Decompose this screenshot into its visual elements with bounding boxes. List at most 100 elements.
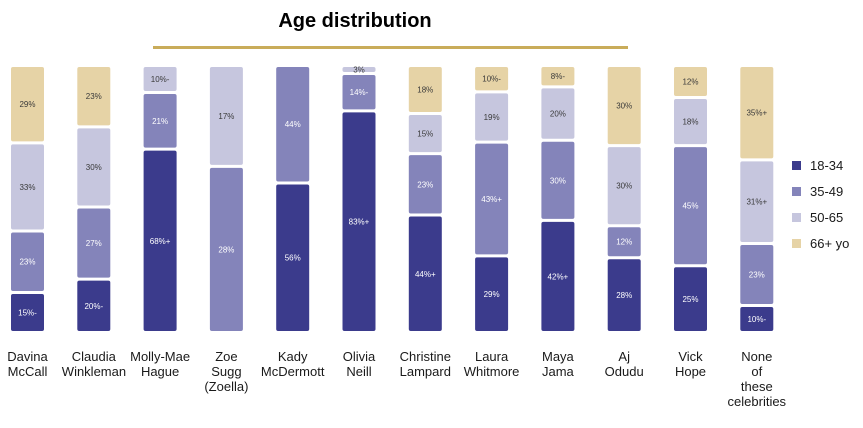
- category-label: Kady McDermott: [261, 349, 325, 379]
- category-label-line: McDermott: [260, 364, 325, 379]
- legend-item: 18-34: [792, 152, 849, 178]
- data-label: 35%+: [746, 109, 767, 118]
- data-label: 23%: [19, 258, 35, 267]
- data-label: 18%: [682, 118, 698, 127]
- bar-segment-35-49: [209, 167, 243, 331]
- category-label-line: celebrities: [727, 394, 787, 409]
- bar-segment-66-yo: [607, 67, 641, 145]
- legend-item: 50-65: [792, 204, 849, 230]
- bar-segment-66-yo: [740, 67, 774, 159]
- data-label: 23%: [749, 271, 765, 280]
- bar-segment-35-49: [77, 208, 111, 278]
- category-label-line: Vick: [678, 349, 703, 364]
- category-label-line: Neill: [346, 364, 372, 379]
- bar-segment-35-49: [475, 143, 509, 255]
- category-label-line: Lampard: [399, 364, 451, 379]
- data-label: 68%+: [150, 237, 171, 246]
- chart-legend: 18-34 35-49 50-65 66+ yo: [792, 152, 849, 256]
- bar-segment-50-65: [475, 93, 509, 141]
- bar-segment-50-65: [408, 115, 442, 153]
- bar-segment-35-49: [740, 245, 774, 305]
- data-label: 15%: [417, 130, 433, 139]
- data-label: 30%: [616, 182, 632, 191]
- data-label: 8%-: [551, 72, 566, 81]
- bar-segment-35-49: [11, 232, 44, 291]
- bar-segment-50-65: [77, 128, 111, 206]
- data-label: 19%: [484, 113, 500, 122]
- bar-segment-18-34: [475, 257, 509, 331]
- legend-swatch: [792, 160, 801, 170]
- bar-segment-35-49: [276, 67, 310, 182]
- data-label: 44%+: [415, 270, 436, 279]
- bar-segment-50-65: [541, 88, 575, 139]
- legend-label: 18-34: [810, 157, 844, 173]
- data-label: 45%: [682, 202, 698, 211]
- bar-segment-35-49: [607, 227, 641, 257]
- data-label: 23%: [417, 180, 433, 189]
- bar-segment-35-49: [342, 75, 376, 110]
- category-label: Claudia Winkleman: [62, 349, 126, 379]
- data-label: 43%+: [481, 195, 502, 204]
- bar-segment-35-49: [408, 155, 442, 214]
- category-label-line: Sugg: [211, 364, 242, 379]
- category-label-line: Hope: [674, 364, 707, 379]
- legend-swatch: [792, 186, 801, 196]
- data-label: 18%: [417, 86, 433, 95]
- category-label-line: Winkleman: [61, 364, 127, 379]
- category-label-line: Aj: [618, 349, 630, 364]
- bar-segment-50-65: [143, 67, 177, 91]
- bar-segment-18-34: [541, 221, 575, 331]
- legend-swatch: [792, 238, 801, 248]
- bar-segment-50-65: [11, 144, 44, 230]
- category-label: Christine Lampard: [393, 349, 457, 379]
- data-label: 23%: [86, 92, 102, 101]
- data-label: 29%: [484, 290, 500, 299]
- data-label: 10%-: [747, 315, 766, 324]
- bar-segment-66-yo: [408, 67, 442, 113]
- bar-segment-66-yo: [674, 67, 707, 97]
- data-label: 42%+: [548, 272, 569, 281]
- category-label-line: Hague: [140, 364, 180, 379]
- data-label: 14%-: [350, 88, 369, 97]
- data-label: 83%+: [349, 218, 370, 227]
- category-label-line: None: [741, 349, 773, 364]
- legend-swatch: [792, 212, 801, 222]
- data-label: 10%-: [482, 75, 501, 84]
- data-label: 56%: [285, 254, 301, 263]
- category-label: Olivia Neill: [327, 349, 391, 379]
- category-label-line: Odudu: [604, 364, 644, 379]
- data-label: 12%: [682, 78, 698, 87]
- data-label: 20%-: [84, 302, 103, 311]
- data-label: 10%-: [151, 75, 170, 84]
- bar-segment-66-yo: [77, 67, 111, 126]
- data-label: 12%: [616, 238, 632, 247]
- category-label: Laura Whitmore: [460, 349, 524, 379]
- category-label-line: Jama: [541, 364, 574, 379]
- legend-label: 66+ yo: [810, 235, 850, 251]
- category-label-line: Zoe: [215, 349, 238, 364]
- data-label: 15%-: [18, 308, 37, 317]
- category-label-line: Claudia: [71, 349, 116, 364]
- bar-segment-35-49: [143, 93, 177, 148]
- bar-segment-35-49: [674, 147, 707, 265]
- data-label: 27%: [86, 239, 102, 248]
- bar-segment-18-34: [740, 307, 774, 331]
- data-label: 29%: [19, 100, 35, 109]
- legend-label: 35-49: [810, 183, 844, 199]
- data-label: 20%: [550, 110, 566, 119]
- bar-segment-66-yo: [11, 67, 44, 142]
- data-label: 30%: [550, 176, 566, 185]
- bar-segment-18-34: [143, 150, 177, 331]
- category-label: Davina McCall: [0, 349, 60, 379]
- category-label-line: Davina: [7, 349, 48, 364]
- bar-segment-18-34: [408, 216, 442, 331]
- category-label-line: Whitmore: [463, 364, 520, 379]
- category-label-line: Olivia: [342, 349, 376, 364]
- bar-segment-18-34: [11, 293, 44, 331]
- category-label: Maya Jama: [526, 349, 590, 379]
- bar-segment-66-yo: [475, 67, 509, 91]
- category-label-line: Molly-Mae: [130, 349, 191, 364]
- bar-segment-18-34: [607, 259, 641, 331]
- category-label: Vick Hope: [659, 349, 723, 379]
